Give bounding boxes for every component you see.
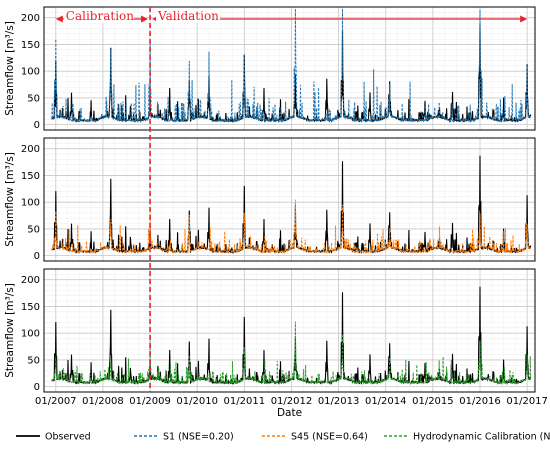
x-tick-label: 01/2011 [224, 396, 266, 407]
y-axis-label: Streamflow [m³/s] [4, 21, 16, 116]
y-tick-label: 50 [27, 355, 40, 366]
legend: Observed S1 (NSE=0.20) S45 (NSE=0.64) Hydro… [16, 432, 550, 443]
y-tick-label: 100 [21, 67, 40, 78]
x-tick-label: 01/2007 [35, 396, 77, 407]
x-tick-label: 01/2012 [271, 396, 313, 407]
y-tick-label: 0 [34, 382, 40, 393]
y-axis-label: Streamflow [m³/s] [4, 283, 16, 378]
y-tick-label: 200 [21, 13, 40, 24]
x-tick-label: 01/2014 [365, 396, 407, 407]
y-tick-label: 100 [21, 198, 40, 209]
x-tick-label: 01/2009 [129, 396, 171, 407]
series-line-simulated [51, 321, 532, 386]
panel-1: 0 50 100 150 200 Streamflow [m³/s] [4, 6, 536, 131]
y-tick-label: 50 [27, 224, 40, 235]
y-tick-label: 150 [21, 40, 40, 51]
x-tick-label: 01/2015 [412, 396, 454, 407]
legend-label: S1 (NSE=0.20) [163, 432, 234, 443]
y-tick-label: 0 [34, 120, 40, 131]
x-tick-label: 01/2010 [176, 396, 218, 407]
x-tick-label: 01/2013 [318, 396, 360, 407]
legend-label: Observed [45, 432, 91, 443]
period-arrow-head [141, 15, 149, 23]
y-tick-label: 200 [21, 275, 40, 286]
series-line-simulated [51, 8, 532, 124]
y-tick-label: 150 [21, 302, 40, 313]
x-tick-label: 01/2016 [459, 396, 501, 407]
panel-2: 0 50 100 150 200 Streamflow [m³/s] [4, 137, 536, 262]
panel-frame [43, 137, 536, 262]
x-axis-label: Date [277, 407, 302, 419]
calibration-label: Calibration [66, 9, 134, 23]
period-arrow-head [55, 15, 63, 23]
calibration-label-bg [63, 9, 134, 23]
x-tick-label: 01/2008 [82, 396, 124, 407]
validation-label: Validation [157, 9, 219, 23]
y-axis-label: Streamflow [m³/s] [4, 152, 16, 247]
period-arrow-head [520, 15, 528, 23]
y-tick-label: 200 [21, 144, 40, 155]
y-tick-label: 100 [21, 329, 40, 340]
x-tick-label: 01/2017 [506, 396, 548, 407]
panel-frame [43, 6, 536, 131]
y-tick-label: 0 [34, 251, 40, 262]
series-line-simulated [51, 199, 531, 255]
panel-frame [43, 268, 536, 393]
legend-label: Hydrodynamic Calibration (NSE=0.72) [413, 432, 550, 443]
panel-3: 0 50 100 150 200 Streamflow [m³/s] [4, 268, 536, 393]
y-tick-label: 50 [27, 93, 40, 104]
validation-label-bg [156, 9, 221, 23]
y-tick-label: 150 [21, 171, 40, 182]
legend-label: S45 (NSE=0.64) [291, 432, 368, 443]
